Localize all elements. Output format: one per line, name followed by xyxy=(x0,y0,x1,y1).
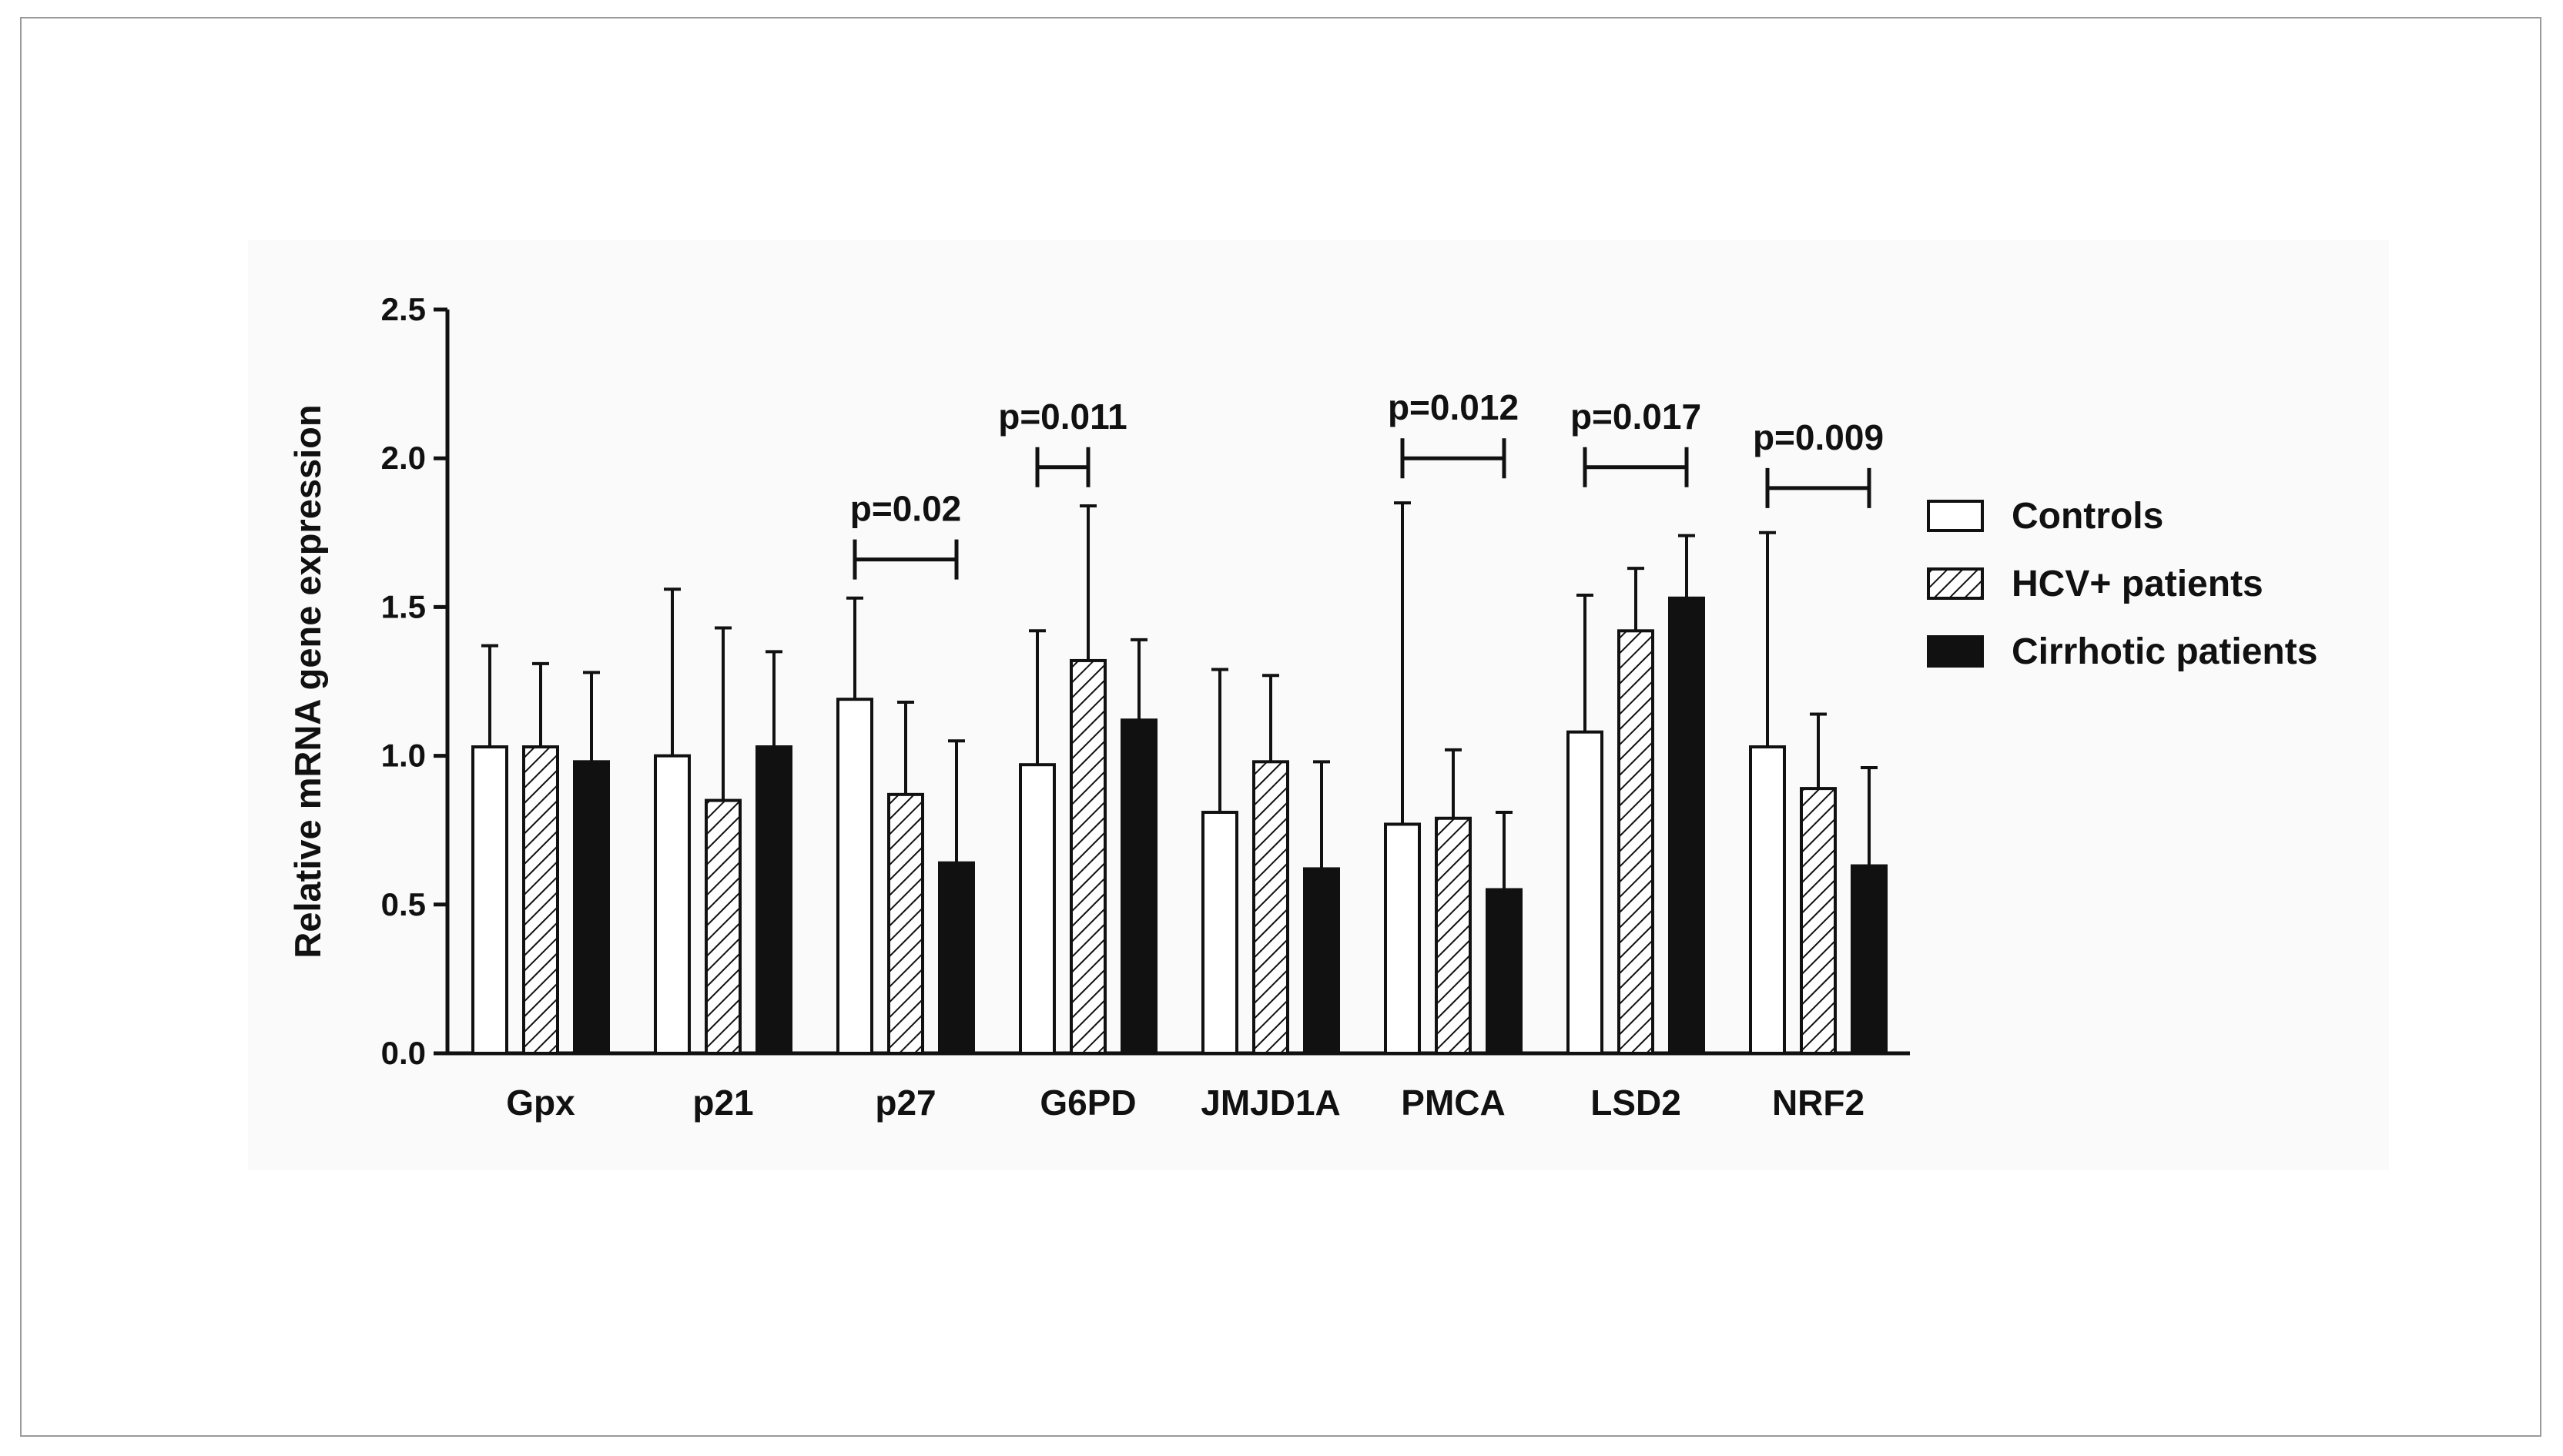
p-value-label: p=0.017 xyxy=(1570,397,1701,437)
p-value-label: p=0.02 xyxy=(850,489,962,529)
bar xyxy=(573,760,610,1055)
p-value-label: p=0.011 xyxy=(998,397,1127,437)
p-value-label: p=0.009 xyxy=(1753,417,1884,457)
bar xyxy=(1384,822,1421,1056)
axes: 0.0 0.5 1.0 1.5 2.0 2.5 Relative mRNA gene exp… xyxy=(287,291,1910,1123)
bar xyxy=(471,745,508,1055)
y-tick-label: 0.0 xyxy=(381,1035,426,1071)
bar xyxy=(938,861,975,1055)
x-tick-label: PMCA xyxy=(1401,1083,1505,1123)
y-tick-label: 2.5 xyxy=(381,291,426,327)
x-tick-label: LSD2 xyxy=(1590,1083,1681,1123)
x-tick-label: p27 xyxy=(875,1083,936,1123)
bar xyxy=(1668,596,1705,1055)
legend-label: Controls xyxy=(2012,496,2163,537)
x-tick-label: Gpx xyxy=(506,1083,575,1123)
y-tick-label: 1.0 xyxy=(381,738,426,774)
bar xyxy=(1303,867,1340,1055)
bar xyxy=(1201,811,1238,1055)
x-tick-label: NRF2 xyxy=(1772,1083,1864,1123)
legend-swatch xyxy=(1927,635,1984,668)
bars-layer xyxy=(471,501,1888,1056)
bar xyxy=(522,745,559,1055)
y-tick-label: 1.5 xyxy=(381,588,426,624)
bar xyxy=(1749,745,1786,1055)
y-tick-label: 0.5 xyxy=(381,886,426,922)
legend-swatch xyxy=(1927,500,1984,532)
y-axis-title: Relative mRNA gene expression xyxy=(287,404,328,958)
legend: Controls HCV+ patients Cirrhotic patients xyxy=(1927,496,2317,672)
bar xyxy=(1617,629,1654,1055)
bar xyxy=(1121,718,1158,1055)
bar xyxy=(887,792,924,1056)
x-tick-label: JMJD1A xyxy=(1201,1083,1341,1123)
p-value-label: p=0.012 xyxy=(1388,387,1519,427)
bar xyxy=(1252,760,1289,1055)
legend-label: Cirrhotic patients xyxy=(2012,631,2317,672)
x-tick-label: p21 xyxy=(692,1083,753,1123)
x-tick-label: G6PD xyxy=(1040,1083,1136,1123)
bar xyxy=(1070,658,1107,1056)
bar xyxy=(1435,816,1472,1056)
bar xyxy=(1851,864,1888,1055)
y-tick-label: 2.0 xyxy=(381,440,426,476)
bar xyxy=(1566,730,1603,1055)
bar xyxy=(1486,888,1523,1055)
bar xyxy=(1800,787,1837,1055)
bar xyxy=(654,754,691,1055)
bar xyxy=(1019,763,1056,1056)
annotations-layer: p=0.02 p=0.011 p=0.012 p=0.017 p=0.009 xyxy=(850,387,1884,580)
legend-label: HCV+ patients xyxy=(2012,564,2263,604)
bar xyxy=(755,745,792,1055)
legend-swatch xyxy=(1927,567,1984,600)
bar xyxy=(705,798,742,1056)
bar xyxy=(836,698,873,1056)
